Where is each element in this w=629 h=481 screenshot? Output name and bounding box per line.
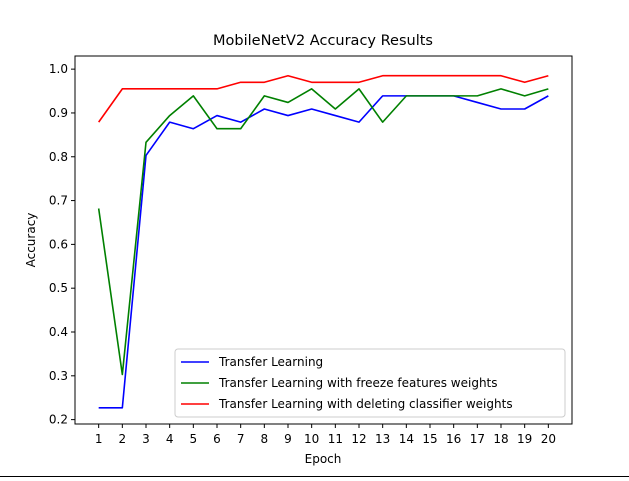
y-axis: 0.2 0.3 0.4 0.5 0.6 0.7 0.8 0.9 1.0 [49,62,75,427]
series-line-1 [98,95,549,409]
x-tick-label: 6 [213,432,221,446]
y-tick-label: 0.4 [49,325,68,339]
y-tick-label: 0.2 [49,413,68,427]
y-tick-label: 0.6 [49,237,68,251]
legend-entry-1: Transfer Learning [218,355,323,369]
x-tick-label: 14 [399,432,414,446]
x-tick-label: 4 [166,432,174,446]
x-tick-label: 2 [119,432,127,446]
x-tick-label: 17 [470,432,485,446]
x-tick-label: 19 [517,432,532,446]
y-tick-label: 0.3 [49,369,68,383]
x-tick-label: 1 [95,432,103,446]
plot-area [74,55,573,425]
x-tick-label: 15 [422,432,437,446]
y-tick-label: 0.8 [49,150,68,164]
x-tick-label: 16 [446,432,461,446]
y-tick-label: 1.0 [49,62,68,76]
x-tick-label: 7 [237,432,245,446]
legend-box [174,348,566,418]
x-tick-label: 9 [284,432,292,446]
x-tick-label: 3 [142,432,150,446]
x-tick-label: 5 [190,432,198,446]
x-tick-label: 20 [541,432,556,446]
legend-entry-3: Transfer Learning with deleting classifi… [218,397,513,411]
y-tick-label: 0.9 [49,106,68,120]
x-tick-label: 13 [375,432,390,446]
x-tick-label: 10 [304,432,319,446]
y-tick-label: 0.7 [49,194,68,208]
x-tick-label: 12 [351,432,366,446]
x-tick-label: 18 [493,432,508,446]
y-tick-label: 0.5 [49,281,68,295]
y-axis-label: Accuracy [24,213,38,268]
plot-frame [74,55,573,425]
chart-title: MobileNetV2 Accuracy Results [213,33,433,49]
legend-entry-2: Transfer Learning with freeze features w… [218,376,498,390]
legend: Transfer Learning Transfer Learning with … [174,348,566,418]
x-axis: 1 2 3 4 5 6 7 8 9 10 11 12 13 14 15 16 17 18 19 20 [95,424,556,446]
x-tick-label: 8 [261,432,269,446]
x-axis-label: Epoch [305,452,342,466]
series-line-2 [97,88,549,376]
x-tick-label: 11 [328,432,343,446]
series-line-3 [98,74,549,123]
